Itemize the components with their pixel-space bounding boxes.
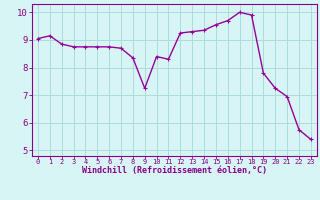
X-axis label: Windchill (Refroidissement éolien,°C): Windchill (Refroidissement éolien,°C) [82, 166, 267, 175]
